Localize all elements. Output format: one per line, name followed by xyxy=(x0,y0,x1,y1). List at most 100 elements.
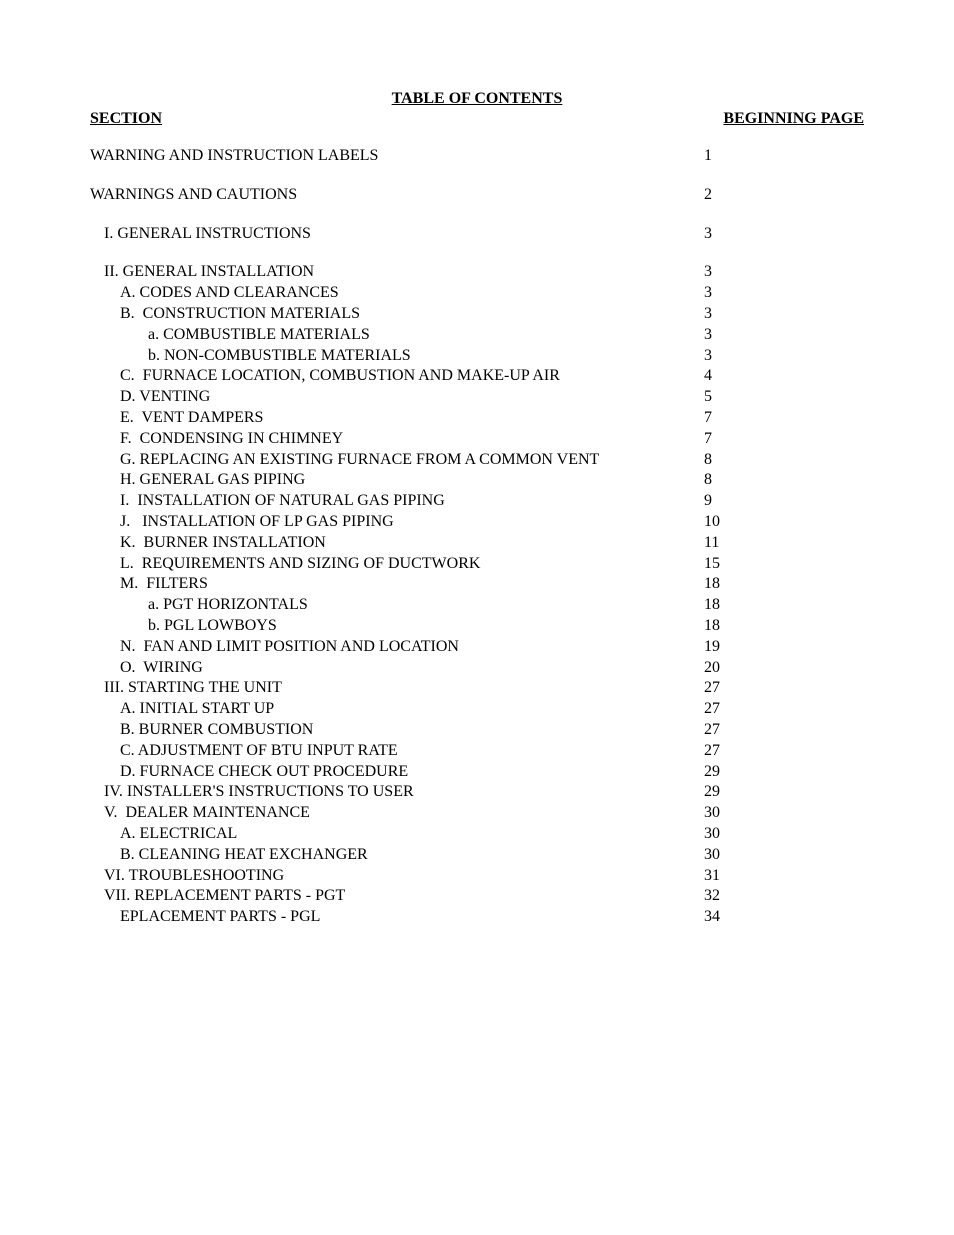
toc-entry: M. FILTERS18 xyxy=(90,574,864,595)
toc-entry-page: 18 xyxy=(654,616,864,637)
toc-entry: IV. INSTALLER'S INSTRUCTIONS TO USER29 xyxy=(90,782,864,803)
toc-entry-label: I. GENERAL INSTRUCTIONS xyxy=(90,224,654,245)
toc-entry-label: EPLACEMENT PARTS - PGL xyxy=(90,907,654,928)
toc-entry-page: 29 xyxy=(654,762,864,783)
toc-entry: B. CLEANING HEAT EXCHANGER30 xyxy=(90,845,864,866)
toc-entry-label: C. ADJUSTMENT OF BTU INPUT RATE xyxy=(90,741,654,762)
toc-entry: A. CODES AND CLEARANCES3 xyxy=(90,283,864,304)
toc-spacer xyxy=(90,244,864,262)
toc-entry-page: 34 xyxy=(654,907,864,928)
toc-entry-label: B. CLEANING HEAT EXCHANGER xyxy=(90,845,654,866)
toc-entries: WARNING AND INSTRUCTION LABELS1WARNINGS … xyxy=(90,146,864,928)
toc-spacer xyxy=(90,167,864,185)
toc-entry-page: 30 xyxy=(654,803,864,824)
toc-header-page: BEGINNING PAGE xyxy=(723,110,864,128)
toc-entry-page: 1 xyxy=(654,146,864,167)
toc-entry-page: 27 xyxy=(654,699,864,720)
toc-entry: III. STARTING THE UNIT27 xyxy=(90,678,864,699)
toc-header-section: SECTION xyxy=(90,110,162,128)
toc-entry-label: L. REQUIREMENTS AND SIZING OF DUCTWORK xyxy=(90,554,654,575)
toc-entry: I. GENERAL INSTRUCTIONS3 xyxy=(90,224,864,245)
toc-entry-page: 2 xyxy=(654,185,864,206)
toc-entry: F. CONDENSING IN CHIMNEY7 xyxy=(90,429,864,450)
toc-entry-page: 20 xyxy=(654,658,864,679)
toc-entry: A. ELECTRICAL30 xyxy=(90,824,864,845)
toc-entry-label: b. PGL LOWBOYS xyxy=(90,616,654,637)
toc-entry-page: 18 xyxy=(654,595,864,616)
toc-entry-label: WARNING AND INSTRUCTION LABELS xyxy=(90,146,654,167)
toc-entry: b. NON-COMBUSTIBLE MATERIALS3 xyxy=(90,346,864,367)
toc-entry: WARNING AND INSTRUCTION LABELS1 xyxy=(90,146,864,167)
toc-entry-label: WARNINGS AND CAUTIONS xyxy=(90,185,654,206)
toc-entry: L. REQUIREMENTS AND SIZING OF DUCTWORK15 xyxy=(90,554,864,575)
toc-entry: J. INSTALLATION OF LP GAS PIPING10 xyxy=(90,512,864,533)
toc-entry-page: 4 xyxy=(654,366,864,387)
toc-entry-label: C. FURNACE LOCATION, COMBUSTION AND MAKE… xyxy=(90,366,654,387)
toc-entry-label: A. ELECTRICAL xyxy=(90,824,654,845)
toc-spacer xyxy=(90,206,864,224)
toc-entry-label: b. NON-COMBUSTIBLE MATERIALS xyxy=(90,346,654,367)
toc-entry-page: 5 xyxy=(654,387,864,408)
toc-entry-label: II. GENERAL INSTALLATION xyxy=(90,262,654,283)
toc-header-row: SECTION BEGINNING PAGE xyxy=(90,110,864,128)
toc-entry-page: 3 xyxy=(654,346,864,367)
toc-entry: WARNINGS AND CAUTIONS2 xyxy=(90,185,864,206)
toc-entry: a. PGT HORIZONTALS18 xyxy=(90,595,864,616)
toc-entry: C. FURNACE LOCATION, COMBUSTION AND MAKE… xyxy=(90,366,864,387)
toc-entry-label: A. CODES AND CLEARANCES xyxy=(90,283,654,304)
toc-entry: D. FURNACE CHECK OUT PROCEDURE29 xyxy=(90,762,864,783)
toc-entry-page: 7 xyxy=(654,408,864,429)
toc-entry-page: 8 xyxy=(654,470,864,491)
toc-entry-page: 30 xyxy=(654,845,864,866)
toc-entry: a. COMBUSTIBLE MATERIALS3 xyxy=(90,325,864,346)
toc-entry-label: I. INSTALLATION OF NATURAL GAS PIPING xyxy=(90,491,654,512)
toc-entry: EPLACEMENT PARTS - PGL34 xyxy=(90,907,864,928)
toc-entry-label: VI. TROUBLESHOOTING xyxy=(90,866,654,887)
toc-entry: b. PGL LOWBOYS18 xyxy=(90,616,864,637)
toc-entry-label: B. BURNER COMBUSTION xyxy=(90,720,654,741)
toc-entry-page: 15 xyxy=(654,554,864,575)
toc-entry-label: J. INSTALLATION OF LP GAS PIPING xyxy=(90,512,654,533)
toc-entry-page: 8 xyxy=(654,450,864,471)
toc-entry-label: F. CONDENSING IN CHIMNEY xyxy=(90,429,654,450)
toc-entry-label: H. GENERAL GAS PIPING xyxy=(90,470,654,491)
toc-entry-label: A. INITIAL START UP xyxy=(90,699,654,720)
toc-entry-label: E. VENT DAMPERS xyxy=(90,408,654,429)
toc-title: TABLE OF CONTENTS xyxy=(90,90,864,108)
toc-entry: B. BURNER COMBUSTION27 xyxy=(90,720,864,741)
toc-entry-page: 32 xyxy=(654,886,864,907)
toc-entry-label: a. PGT HORIZONTALS xyxy=(90,595,654,616)
toc-entry-page: 27 xyxy=(654,678,864,699)
toc-entry: C. ADJUSTMENT OF BTU INPUT RATE27 xyxy=(90,741,864,762)
toc-entry-page: 27 xyxy=(654,720,864,741)
toc-entry: II. GENERAL INSTALLATION3 xyxy=(90,262,864,283)
toc-entry-label: K. BURNER INSTALLATION xyxy=(90,533,654,554)
toc-entry-page: 31 xyxy=(654,866,864,887)
toc-entry-label: D. FURNACE CHECK OUT PROCEDURE xyxy=(90,762,654,783)
toc-entry-label: M. FILTERS xyxy=(90,574,654,595)
toc-entry: N. FAN AND LIMIT POSITION AND LOCATION19 xyxy=(90,637,864,658)
toc-entry-page: 9 xyxy=(654,491,864,512)
toc-entry: O. WIRING20 xyxy=(90,658,864,679)
toc-entry-label: V. DEALER MAINTENANCE xyxy=(90,803,654,824)
toc-entry: B. CONSTRUCTION MATERIALS3 xyxy=(90,304,864,325)
toc-entry: VII. REPLACEMENT PARTS - PGT32 xyxy=(90,886,864,907)
toc-entry: I. INSTALLATION OF NATURAL GAS PIPING9 xyxy=(90,491,864,512)
toc-entry-page: 19 xyxy=(654,637,864,658)
toc-entry-page: 27 xyxy=(654,741,864,762)
toc-entry-page: 3 xyxy=(654,283,864,304)
toc-entry-page: 11 xyxy=(654,533,864,554)
toc-entry: V. DEALER MAINTENANCE30 xyxy=(90,803,864,824)
toc-entry: G. REPLACING AN EXISTING FURNACE FROM A … xyxy=(90,450,864,471)
toc-entry-label: O. WIRING xyxy=(90,658,654,679)
toc-entry-page: 3 xyxy=(654,262,864,283)
toc-entry: VI. TROUBLESHOOTING31 xyxy=(90,866,864,887)
toc-entry-label: a. COMBUSTIBLE MATERIALS xyxy=(90,325,654,346)
toc-entry-page: 3 xyxy=(654,325,864,346)
toc-entry-page: 7 xyxy=(654,429,864,450)
toc-entry-label: D. VENTING xyxy=(90,387,654,408)
toc-entry-page: 10 xyxy=(654,512,864,533)
toc-entry: H. GENERAL GAS PIPING8 xyxy=(90,470,864,491)
toc-entry: K. BURNER INSTALLATION11 xyxy=(90,533,864,554)
toc-entry-label: B. CONSTRUCTION MATERIALS xyxy=(90,304,654,325)
